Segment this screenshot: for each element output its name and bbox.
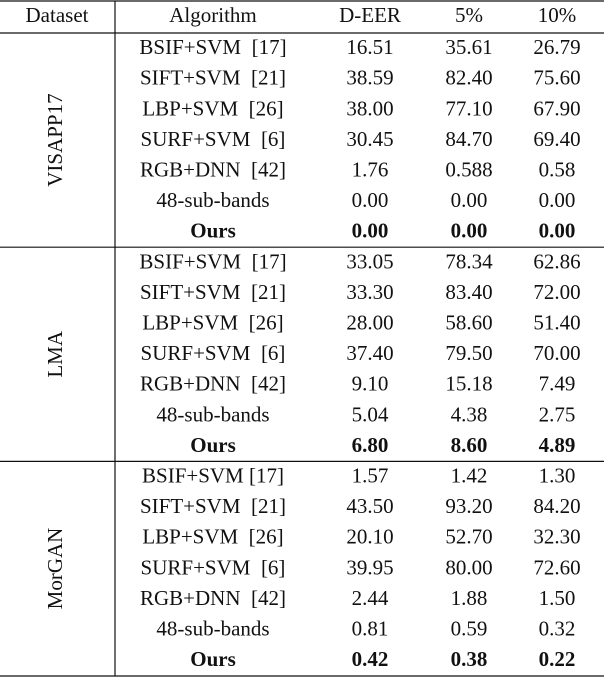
algorithm-cell: Ours [190, 433, 236, 457]
value-cell: 0.00 [451, 219, 488, 243]
value-cell: 1.57 [352, 464, 389, 488]
value-cell: 0.588 [445, 158, 492, 182]
value-cell: 0.58 [539, 158, 576, 182]
algorithm-cell: LBP+SVM [26] [142, 525, 283, 549]
value-cell: 1.50 [539, 586, 576, 610]
value-cell: 0.22 [539, 647, 576, 671]
algorithm-cell: SURF+SVM [6] [141, 127, 286, 151]
algorithm-cell: RGB+DNN [42] [140, 372, 286, 396]
column-header: 5% [455, 3, 483, 27]
value-cell: 0.42 [352, 647, 389, 671]
column-header: Algorithm [169, 3, 257, 27]
value-cell: 2.75 [539, 402, 576, 426]
value-cell: 38.59 [346, 66, 393, 90]
value-cell: 93.20 [445, 494, 492, 518]
value-cell: 0.00 [451, 188, 488, 212]
algorithm-cell: BSIF+SVM [17] [139, 35, 286, 59]
value-cell: 7.49 [539, 372, 576, 396]
value-cell: 58.60 [445, 311, 492, 335]
value-cell: 4.38 [451, 402, 488, 426]
value-cell: 1.42 [451, 464, 488, 488]
value-cell: 30.45 [346, 127, 393, 151]
value-cell: 0.59 [451, 617, 488, 641]
column-header: 10% [538, 3, 577, 27]
value-cell: 37.40 [346, 341, 393, 365]
value-cell: 0.38 [451, 647, 488, 671]
algorithm-cell: Ours [190, 647, 236, 671]
value-cell: 83.40 [445, 280, 492, 304]
value-cell: 33.05 [346, 249, 393, 273]
value-cell: 0.32 [539, 617, 576, 641]
value-cell: 0.00 [539, 219, 576, 243]
value-cell: 33.30 [346, 280, 393, 304]
algorithm-cell: 48-sub-bands [156, 188, 269, 212]
value-cell: 0.81 [352, 617, 389, 641]
value-cell: 43.50 [346, 494, 393, 518]
value-cell: 84.20 [533, 494, 580, 518]
value-cell: 62.86 [533, 249, 580, 273]
value-cell: 35.61 [445, 35, 492, 59]
value-cell: 9.10 [352, 372, 389, 396]
value-cell: 8.60 [451, 433, 488, 457]
value-cell: 1.30 [539, 464, 576, 488]
algorithm-cell: LBP+SVM [26] [142, 96, 283, 120]
value-cell: 84.70 [445, 127, 492, 151]
value-cell: 75.60 [533, 66, 580, 90]
algorithm-cell: Ours [190, 219, 236, 243]
algorithm-cell: LBP+SVM [26] [142, 311, 283, 335]
algorithm-cell: SIFT+SVM [21] [140, 280, 286, 304]
value-cell: 80.00 [445, 555, 492, 579]
value-cell: 39.95 [346, 555, 393, 579]
value-cell: 77.10 [445, 96, 492, 120]
algorithm-cell: 48-sub-bands [156, 617, 269, 641]
value-cell: 38.00 [346, 96, 393, 120]
algorithm-cell: SURF+SVM [6] [141, 555, 286, 579]
algorithm-cell: SIFT+SVM [21] [140, 494, 286, 518]
value-cell: 16.51 [346, 35, 393, 59]
value-cell: 82.40 [445, 66, 492, 90]
value-cell: 79.50 [445, 341, 492, 365]
algorithm-cell: RGB+DNN [42] [140, 158, 286, 182]
column-header: D-EER [339, 3, 401, 27]
value-cell: 52.70 [445, 525, 492, 549]
value-cell: 28.00 [346, 311, 393, 335]
algorithm-cell: 48-sub-bands [156, 402, 269, 426]
value-cell: 4.89 [539, 433, 576, 457]
value-cell: 0.00 [352, 219, 389, 243]
value-cell: 32.30 [533, 525, 580, 549]
value-cell: 15.18 [445, 372, 492, 396]
value-cell: 69.40 [533, 127, 580, 151]
value-cell: 70.00 [533, 341, 580, 365]
algorithm-cell: RGB+DNN [42] [140, 586, 286, 610]
dataset-label: LMA [43, 330, 67, 378]
value-cell: 67.90 [533, 96, 580, 120]
column-header: Dataset [26, 3, 89, 27]
value-cell: 20.10 [346, 525, 393, 549]
value-cell: 78.34 [445, 249, 493, 273]
value-cell: 72.60 [533, 555, 580, 579]
value-cell: 2.44 [352, 586, 389, 610]
value-cell: 51.40 [533, 311, 580, 335]
value-cell: 1.88 [451, 586, 488, 610]
value-cell: 6.80 [352, 433, 389, 457]
algorithm-cell: SURF+SVM [6] [141, 341, 286, 365]
algorithm-cell: BSIF+SVM [17] [139, 249, 286, 273]
algorithm-cell: SIFT+SVM [21] [140, 66, 286, 90]
value-cell: 0.00 [539, 188, 576, 212]
dataset-label: VISAPP17 [43, 93, 67, 186]
dataset-label: MorGAN [43, 528, 67, 610]
value-cell: 26.79 [533, 35, 580, 59]
value-cell: 5.04 [352, 402, 389, 426]
value-cell: 72.00 [533, 280, 580, 304]
value-cell: 0.00 [352, 188, 389, 212]
algorithm-cell: BSIF+SVM [17] [142, 464, 284, 488]
value-cell: 1.76 [352, 158, 389, 182]
